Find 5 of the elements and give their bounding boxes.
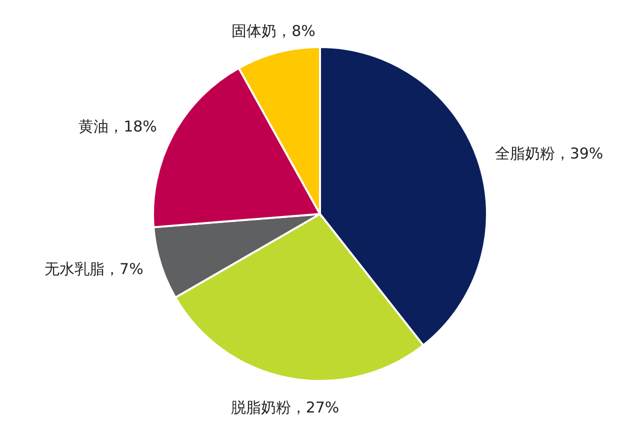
slice-label: 脱脂奶粉，27%: [230, 398, 340, 417]
slice-label: 无水乳脂，7%: [44, 260, 144, 278]
slice-label: 固体奶，8%: [232, 22, 316, 40]
slice-label: 全脂奶粉，39%: [494, 144, 604, 162]
slice-label: 黄油，18%: [78, 118, 157, 136]
